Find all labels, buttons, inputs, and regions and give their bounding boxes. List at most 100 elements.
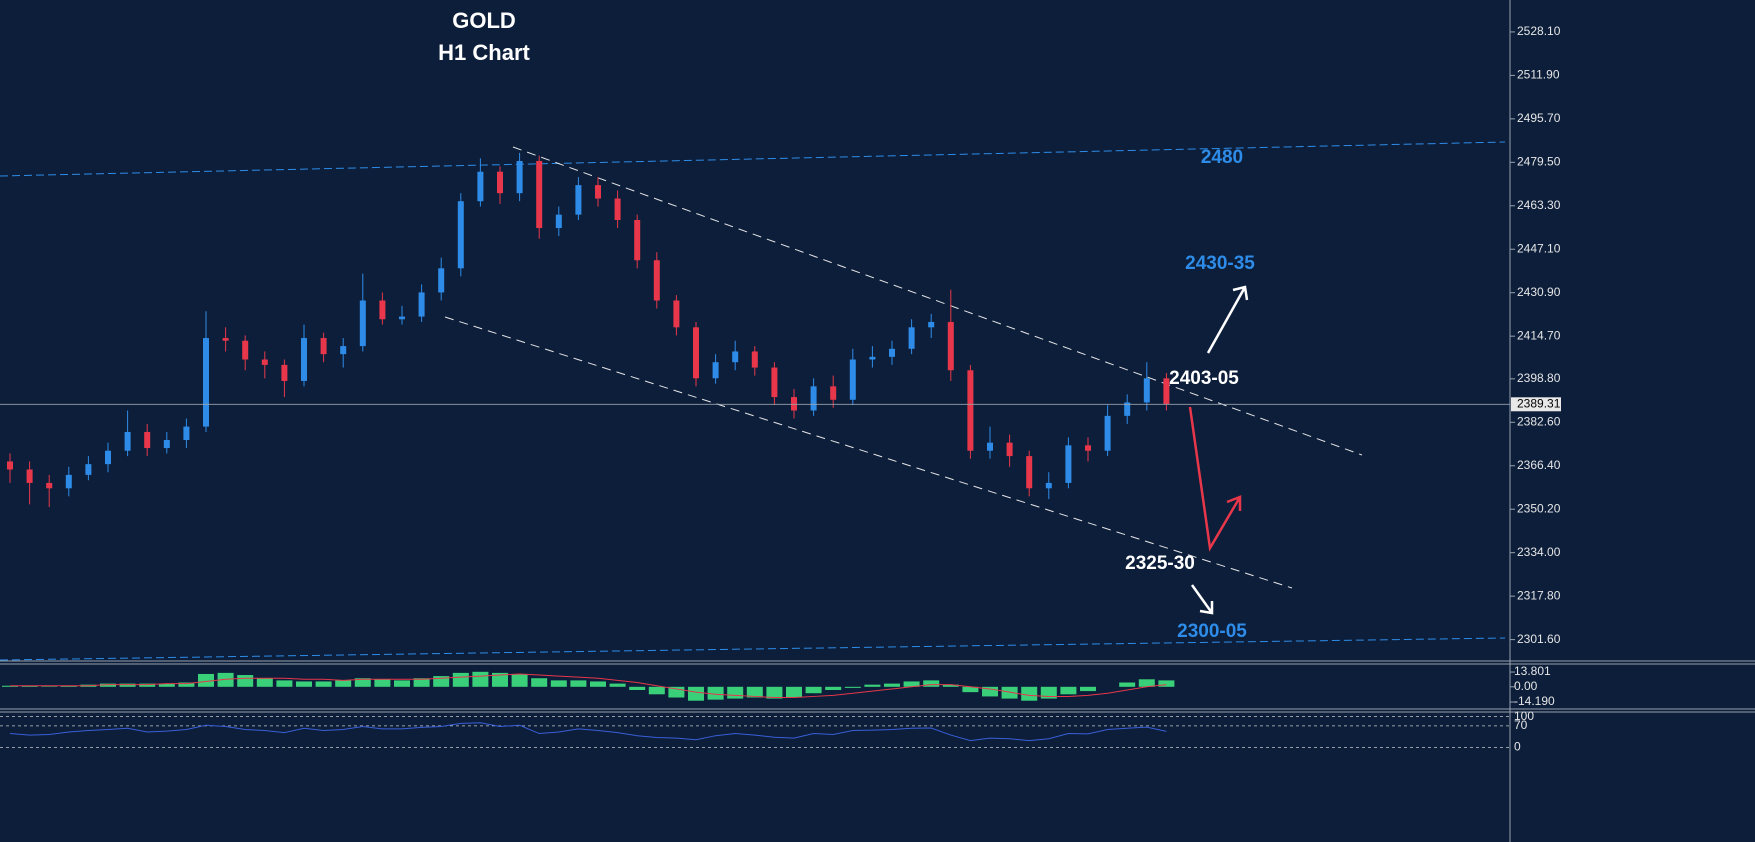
candle-body bbox=[65, 474, 72, 489]
candle-body bbox=[222, 338, 229, 341]
macd-bar bbox=[256, 678, 273, 687]
macd-bar bbox=[178, 682, 195, 687]
macd-bar bbox=[511, 673, 528, 687]
arrow-down bbox=[1190, 584, 1214, 615]
price-box bbox=[1511, 397, 1561, 412]
candle-body bbox=[1085, 445, 1091, 451]
candle-body bbox=[810, 386, 817, 411]
macd-bar bbox=[1158, 680, 1175, 687]
macd-bar bbox=[2, 685, 18, 687]
y-tick-label: 2495.70 bbox=[1517, 111, 1561, 125]
y-tick-label: 2382.60 bbox=[1517, 414, 1561, 428]
candle-body bbox=[124, 431, 131, 451]
y-tick-label: 2334.00 bbox=[1517, 545, 1561, 559]
level-line bbox=[0, 141, 1506, 177]
macd-bar bbox=[472, 671, 489, 687]
candle-body bbox=[673, 300, 680, 328]
arrows bbox=[1188, 285, 1249, 615]
candle-body bbox=[595, 185, 601, 199]
y-tick-label: 2479.50 bbox=[1517, 154, 1561, 168]
channel-line bbox=[444, 316, 1293, 589]
rsi-line bbox=[9, 722, 1167, 742]
annotation: 2480 bbox=[1201, 147, 1243, 168]
annotation: 2430-35 bbox=[1185, 253, 1255, 274]
arrow-up bbox=[1206, 285, 1249, 354]
macd-bar bbox=[923, 680, 940, 687]
candle-body bbox=[889, 348, 895, 357]
candle-body bbox=[987, 442, 993, 451]
candle-body bbox=[516, 160, 523, 194]
channel-line bbox=[512, 146, 1363, 456]
candle-body bbox=[301, 338, 307, 381]
candle-body bbox=[791, 397, 797, 411]
candle-body bbox=[653, 260, 660, 301]
candle-body bbox=[634, 220, 641, 261]
chart-subtitle: H1 Chart bbox=[438, 40, 530, 65]
macd-bar bbox=[942, 684, 959, 687]
macd-bar bbox=[41, 686, 58, 687]
macd-bar bbox=[119, 683, 136, 687]
macd-bar bbox=[1138, 679, 1155, 687]
macd-bar bbox=[21, 685, 38, 687]
candle-body bbox=[908, 327, 915, 349]
candle-body bbox=[242, 340, 249, 360]
signal-line bbox=[10, 673, 1167, 699]
candle-body bbox=[830, 386, 837, 400]
candle-body bbox=[693, 327, 699, 379]
candle-body bbox=[732, 351, 739, 363]
candle-body bbox=[457, 201, 464, 269]
macd-bar bbox=[766, 686, 783, 699]
candle-body bbox=[614, 198, 621, 220]
y-tick-label: -14.190 bbox=[1514, 694, 1555, 708]
candle-body bbox=[183, 426, 190, 440]
macd-bar bbox=[60, 685, 77, 687]
macd-bar bbox=[374, 679, 391, 687]
candle-body bbox=[1026, 456, 1033, 489]
candle-body bbox=[320, 338, 327, 355]
macd-bar bbox=[844, 686, 861, 688]
candle-body bbox=[359, 300, 366, 347]
candle-body bbox=[712, 362, 719, 379]
macd-bar bbox=[1060, 686, 1077, 695]
macd-bar bbox=[315, 681, 332, 687]
candle-body bbox=[1124, 402, 1131, 416]
candle-body bbox=[340, 346, 347, 355]
macd-bar bbox=[354, 678, 371, 687]
macd-bar bbox=[550, 680, 567, 687]
y-tick-label: 2398.80 bbox=[1517, 371, 1561, 385]
arrow-scenario bbox=[1188, 406, 1242, 552]
candle-body bbox=[1143, 378, 1150, 403]
macd-bar bbox=[786, 686, 802, 698]
macd-bar bbox=[746, 686, 763, 698]
y-tick-label: 2366.40 bbox=[1517, 458, 1561, 472]
macd-bar bbox=[668, 686, 685, 698]
y-tick-label: 70 bbox=[1514, 718, 1528, 732]
y-tick-label: 2528.10 bbox=[1517, 24, 1561, 38]
candle-body bbox=[399, 316, 405, 320]
macd-bar bbox=[805, 686, 822, 694]
macd-bar bbox=[962, 686, 979, 693]
macd-bar bbox=[609, 683, 626, 687]
y-tick-label: 2430.90 bbox=[1517, 285, 1561, 299]
macd-bar bbox=[158, 683, 175, 687]
candle-body bbox=[379, 300, 386, 320]
candle-body bbox=[163, 440, 170, 449]
y-tick-label: 13.801 bbox=[1514, 664, 1551, 678]
macd-bar bbox=[296, 681, 312, 687]
y-tick-label: 2414.70 bbox=[1517, 328, 1561, 342]
plot: 2528.10 2511.90 2495.70 2479.50 2463.30 2447.… bbox=[0, 24, 1561, 754]
macd-bar bbox=[982, 686, 998, 697]
y-tick-label: 2511.90 bbox=[1517, 68, 1560, 82]
macd-bar bbox=[1021, 686, 1038, 701]
candle-body bbox=[105, 450, 111, 465]
candle-body bbox=[1163, 378, 1170, 405]
y-tick-label: 2301.60 bbox=[1517, 632, 1561, 646]
y-tick-label: 100 bbox=[1514, 709, 1534, 723]
macd-bar bbox=[452, 672, 469, 687]
candle-body bbox=[771, 367, 778, 398]
macd-bar bbox=[394, 680, 410, 687]
macd-bar bbox=[433, 676, 450, 687]
candle-body bbox=[26, 469, 33, 483]
